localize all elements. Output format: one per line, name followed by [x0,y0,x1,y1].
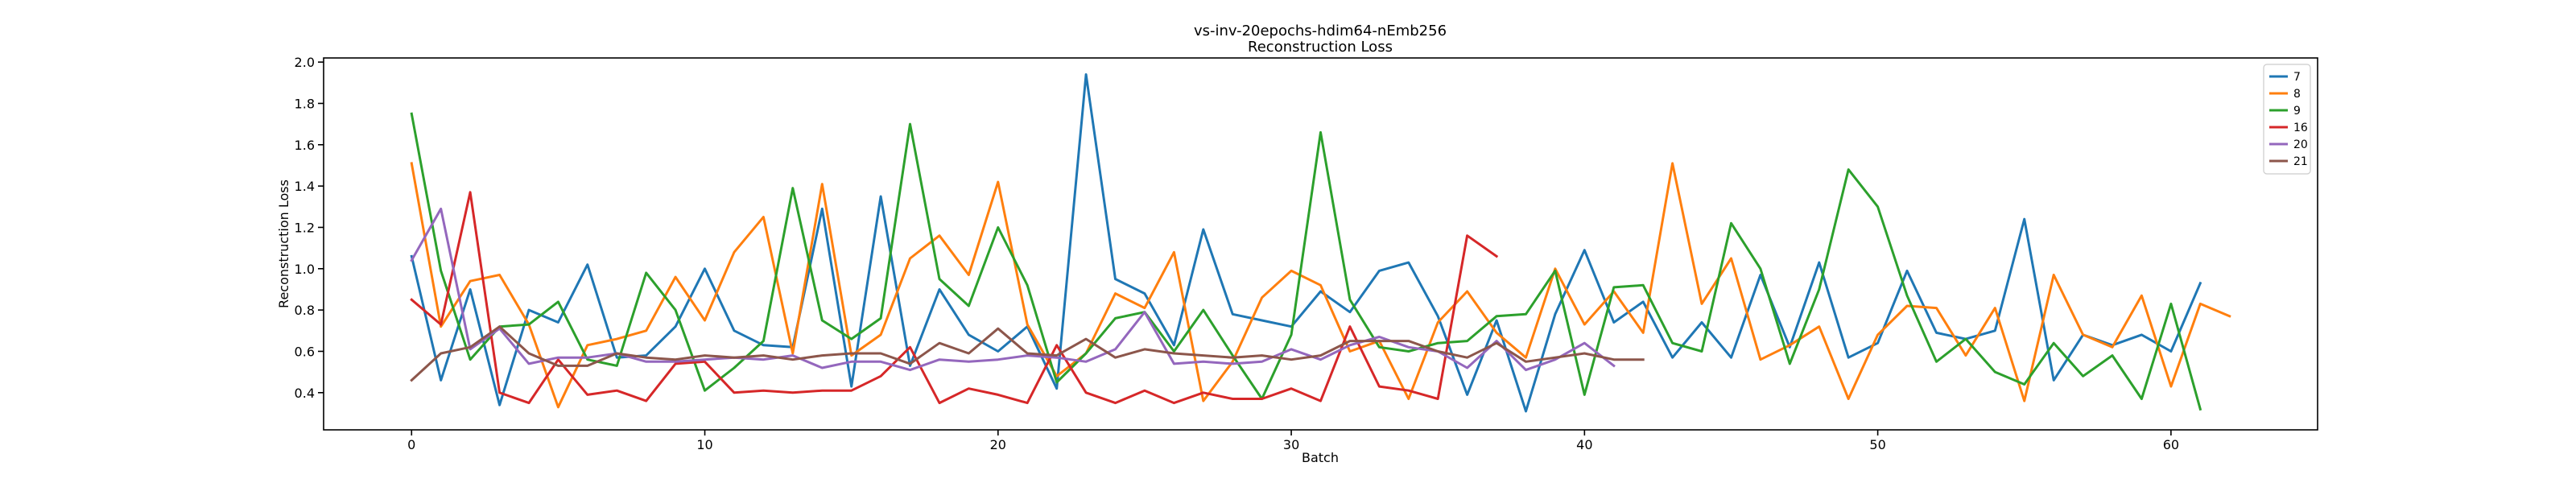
chart-subtitle: Reconstruction Loss [1248,39,1393,56]
x-tick-label: 20 [990,437,1006,452]
plot-frame [323,57,2318,431]
y-tick-label: 0.6 [295,344,315,359]
y-tick-label: 0.4 [295,386,315,401]
legend: 7 8 9 16 20 21 [2263,64,2311,175]
series-line-9 [410,112,2202,411]
series-line-21 [410,325,1645,382]
y-tick-label: 1.4 [295,179,315,194]
legend-label: 8 [2293,88,2301,101]
x-tick-label: 50 [1869,437,1885,452]
y-tick-label: 1.8 [295,96,315,111]
legend-label: 16 [2293,122,2308,134]
series-layer [410,73,2231,413]
chart-title: vs-inv-20epochs-hdim64-nEmb256 [1194,23,1447,39]
x-axis: 0 10 20 30 40 50 60 [407,430,2179,452]
series-line-8 [410,162,2231,409]
series-line-16 [410,191,1499,405]
x-tick-label: 10 [696,437,712,452]
x-tick-label: 40 [1576,437,1592,452]
x-tick-label: 30 [1283,437,1299,452]
x-tick-label: 60 [2163,437,2179,452]
y-tick-label: 0.8 [295,303,315,318]
y-axis-label: Reconstruction Loss [276,180,291,308]
y-tick-label: 1.0 [295,262,315,277]
legend-box [2263,64,2311,175]
x-tick-label: 0 [407,437,415,452]
legend-label: 7 [2293,71,2301,84]
y-tick-label: 1.6 [295,138,315,153]
y-axis: 0.4 0.6 0.8 1.0 1.2 1.4 1.6 1.8 2.0 [295,55,324,401]
x-axis-label: Batch [1302,450,1339,465]
legend-label: 9 [2293,105,2301,118]
legend-label: 21 [2293,155,2308,168]
series-line-20 [410,207,1616,372]
y-tick-label: 2.0 [295,55,315,70]
y-tick-label: 1.2 [295,220,315,235]
legend-label: 20 [2293,138,2308,151]
